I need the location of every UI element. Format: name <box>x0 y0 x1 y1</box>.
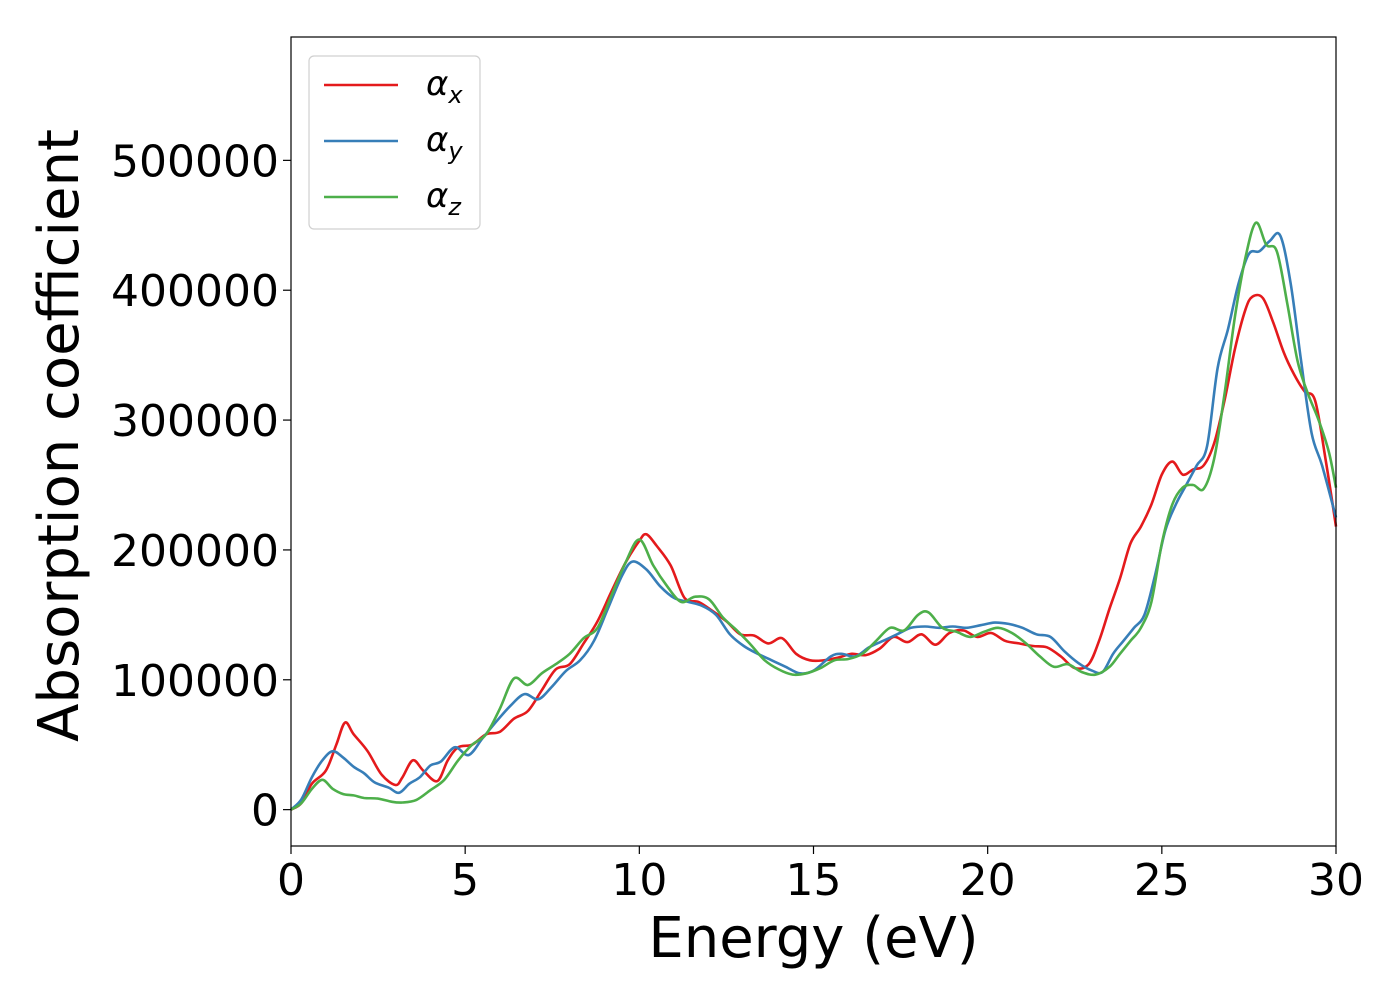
series-line-alpha-z <box>290 221 1338 811</box>
x-tick-label: 20 <box>960 855 1016 906</box>
legend-box <box>308 55 481 230</box>
legend-label-alpha-y: αy <box>426 120 463 165</box>
y-tick-label: 500000 <box>111 136 279 187</box>
x-tick-label: 5 <box>451 855 479 906</box>
legend-label-alpha-z: αz <box>426 176 462 221</box>
y-tick-label: 400000 <box>111 266 279 317</box>
x-tick-label: 0 <box>277 855 305 906</box>
y-axis-ticks: 0 100000 200000 300000 400000 500000 <box>111 136 291 837</box>
series-line-alpha-x <box>290 293 1338 811</box>
y-tick-label: 300000 <box>111 396 279 447</box>
series-layer <box>290 221 1338 811</box>
x-tick-label: 30 <box>1308 855 1364 906</box>
y-tick-label: 0 <box>251 786 279 837</box>
y-tick-label: 200000 <box>111 526 279 577</box>
x-tick-label: 10 <box>611 855 667 906</box>
y-axis-label: Absorption coefficient <box>27 129 92 742</box>
x-tick-label: 15 <box>786 855 842 906</box>
legend: αx αy αz <box>308 55 481 230</box>
series-line-alpha-y <box>290 231 1338 811</box>
y-tick-label: 100000 <box>111 656 279 707</box>
legend-label-alpha-x: αx <box>426 64 463 109</box>
x-axis-label: Energy (eV) <box>648 906 978 971</box>
x-tick-label: 25 <box>1134 855 1190 906</box>
x-axis-ticks: 0 5 10 15 20 25 30 <box>277 846 1364 906</box>
